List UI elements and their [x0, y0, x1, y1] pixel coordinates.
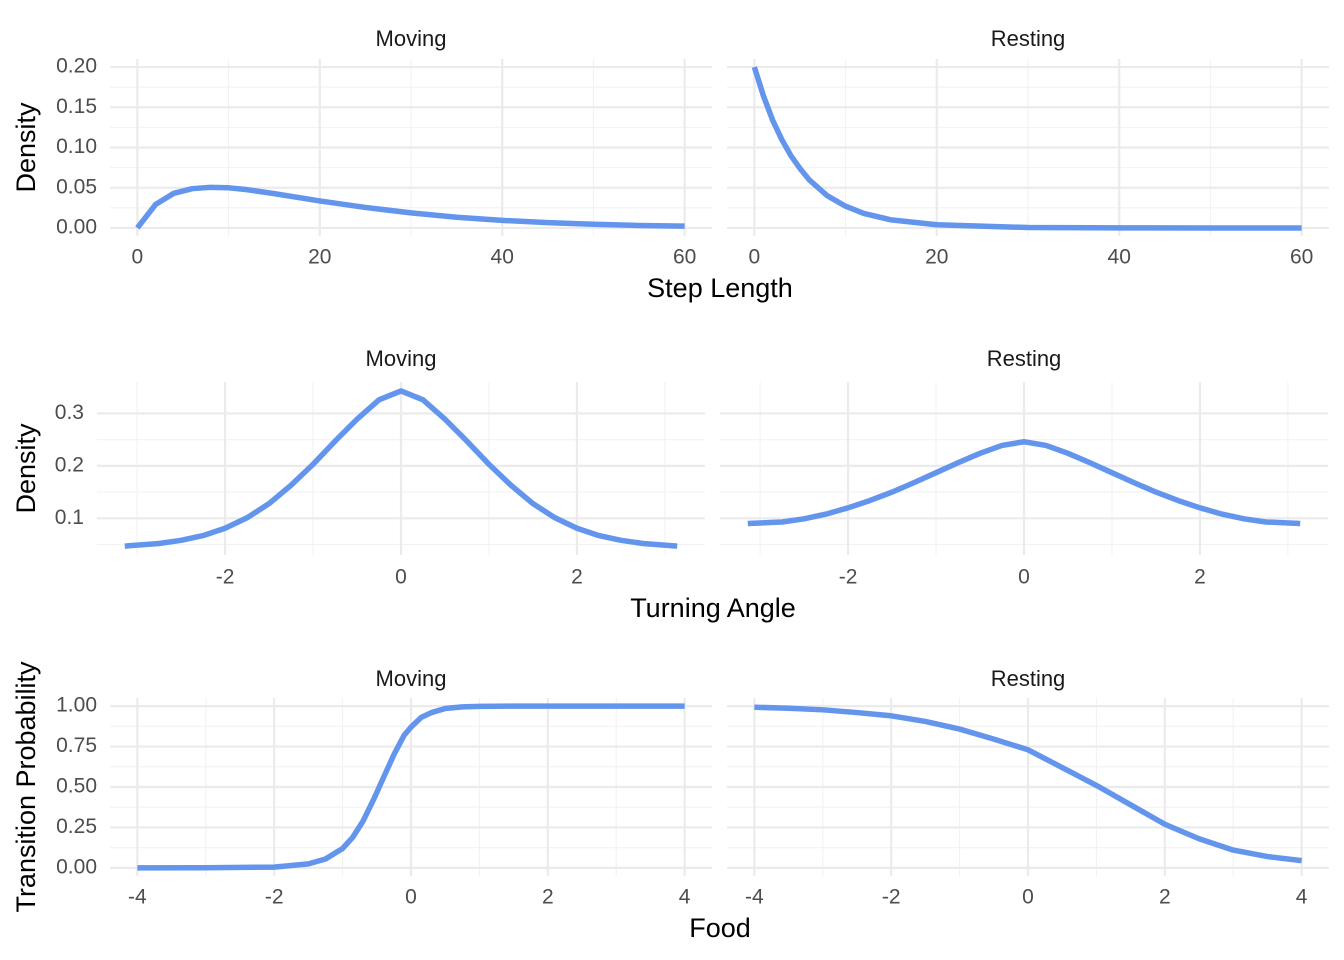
x-tick-label: 60 [1290, 246, 1313, 269]
x-tick-label: -2 [265, 886, 284, 909]
x-tick-label: 0 [1022, 886, 1034, 909]
y-tick-label: 0.50 [56, 775, 97, 798]
y-tick-label: 0.3 [55, 401, 84, 424]
y-axis-title: Density [11, 423, 41, 514]
chart-row-3: Moving -4 -2 0 2 4 0.00 0.25 0.50 0.75 1.00 Resting… [11, 661, 1329, 943]
y-tick-label: 0.00 [56, 855, 97, 878]
y-axis-title: Transition Probability [11, 661, 41, 913]
x-tick-label: -2 [882, 886, 901, 909]
x-tick-label: 0 [405, 886, 417, 909]
x-tick-label: -2 [216, 566, 235, 589]
y-tick-label: 0.2 [55, 453, 84, 476]
strip-label: Moving [376, 26, 447, 51]
x-tick-label: 0 [395, 566, 407, 589]
panel-resting: Resting 0 20 40 60 [727, 26, 1329, 269]
y-tick-label: 0.20 [56, 55, 97, 78]
chart-row-2: Moving -2 0 2 0.1 0.2 0.3 Resting -2 0 2 Turning An… [11, 346, 1328, 623]
panel-resting: Resting -2 0 2 [720, 346, 1328, 589]
x-tick-label: 0 [749, 246, 761, 269]
strip-label: Resting [991, 666, 1066, 691]
panel-moving: Moving -2 0 2 0.1 0.2 0.3 [55, 346, 705, 589]
x-tick-label: -2 [839, 566, 858, 589]
panel-moving: Moving -4 -2 0 2 4 0.00 0.25 0.50 0.75 1.00 [56, 666, 712, 909]
x-tick-label: 0 [1018, 566, 1030, 589]
x-tick-label: -4 [128, 886, 147, 909]
y-tick-label: 0.10 [56, 135, 97, 158]
x-tick-label: 2 [571, 566, 583, 589]
density-curve-moving [135, 184, 685, 230]
x-tick-label: 60 [673, 246, 696, 269]
y-tick-label: 0.1 [55, 506, 84, 529]
x-tick-label: 4 [1296, 886, 1308, 909]
panel-moving: Moving 0 20 40 60 0.00 0.05 0.10 0.15 0.20 [56, 26, 712, 269]
y-tick-label: 0.25 [56, 815, 97, 838]
x-tick-label: 20 [925, 246, 948, 269]
strip-label: Resting [987, 346, 1062, 371]
x-tick-label: 40 [1108, 246, 1131, 269]
density-curve-resting [754, 704, 1302, 864]
x-tick-label: 4 [679, 886, 691, 909]
x-axis-title: Turning Angle [630, 593, 796, 623]
x-tick-label: 2 [1159, 886, 1171, 909]
x-tick-label: -4 [745, 886, 764, 909]
panel-resting: Resting -4 -2 0 2 4 [727, 666, 1329, 909]
density-curve-moving [137, 703, 685, 871]
x-tick-label: 2 [542, 886, 554, 909]
y-tick-label: 0.15 [56, 95, 97, 118]
density-curve-resting [747, 439, 1301, 527]
x-axis-title: Food [689, 913, 751, 943]
chart-row-1: Moving 0 20 40 60 0.00 0.05 0.10 0.15 0.20 Resting… [11, 26, 1329, 303]
y-axis-title: Density [11, 102, 41, 193]
strip-label: Moving [376, 666, 447, 691]
x-tick-label: 2 [1194, 566, 1206, 589]
density-curve-moving [124, 388, 678, 549]
density-curve-resting [751, 66, 1302, 231]
y-tick-label: 0.05 [56, 175, 97, 198]
x-axis-title: Step Length [647, 273, 793, 303]
x-tick-label: 0 [132, 246, 144, 269]
strip-label: Resting [991, 26, 1066, 51]
x-tick-label: 40 [491, 246, 514, 269]
y-tick-label: 0.00 [56, 216, 97, 239]
strip-label: Moving [366, 346, 437, 371]
y-tick-label: 0.75 [56, 734, 97, 757]
y-tick-label: 1.00 [56, 694, 97, 717]
x-tick-label: 20 [308, 246, 331, 269]
